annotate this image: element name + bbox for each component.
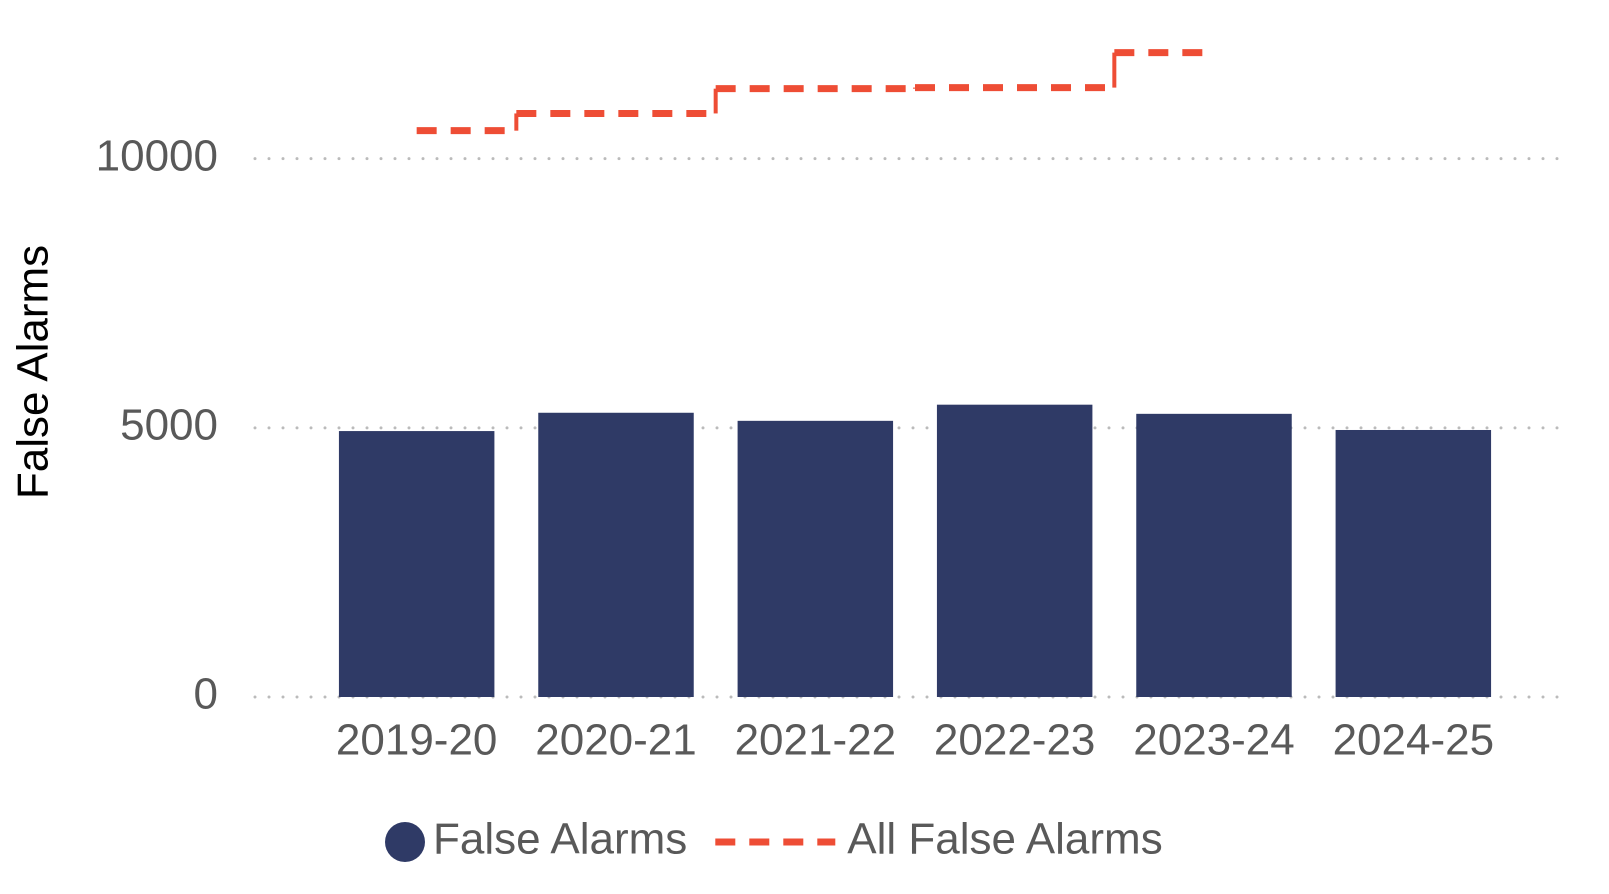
bar — [1335, 429, 1492, 697]
x-tick-label: 2024-25 — [1333, 716, 1494, 765]
y-tick-label: 0 — [194, 670, 218, 719]
x-tick-label: 2023-24 — [1133, 716, 1294, 765]
x-tick-label: 2021-22 — [735, 716, 896, 765]
x-tick-label: 2022-23 — [934, 716, 1095, 765]
y-axis-label: False Alarms — [9, 245, 58, 499]
bar — [936, 404, 1093, 697]
bar — [1136, 413, 1292, 697]
x-tick-label: 2019-20 — [336, 716, 497, 765]
legend-label: All False Alarms — [847, 815, 1162, 864]
bar — [737, 420, 894, 697]
bar — [538, 412, 694, 697]
x-tick-label: 2020-21 — [535, 716, 696, 765]
bar — [338, 431, 495, 697]
legend-swatch — [385, 822, 425, 862]
legend-label: False Alarms — [433, 815, 687, 864]
y-tick-label: 5000 — [120, 400, 218, 449]
y-tick-label: 10000 — [96, 131, 218, 180]
